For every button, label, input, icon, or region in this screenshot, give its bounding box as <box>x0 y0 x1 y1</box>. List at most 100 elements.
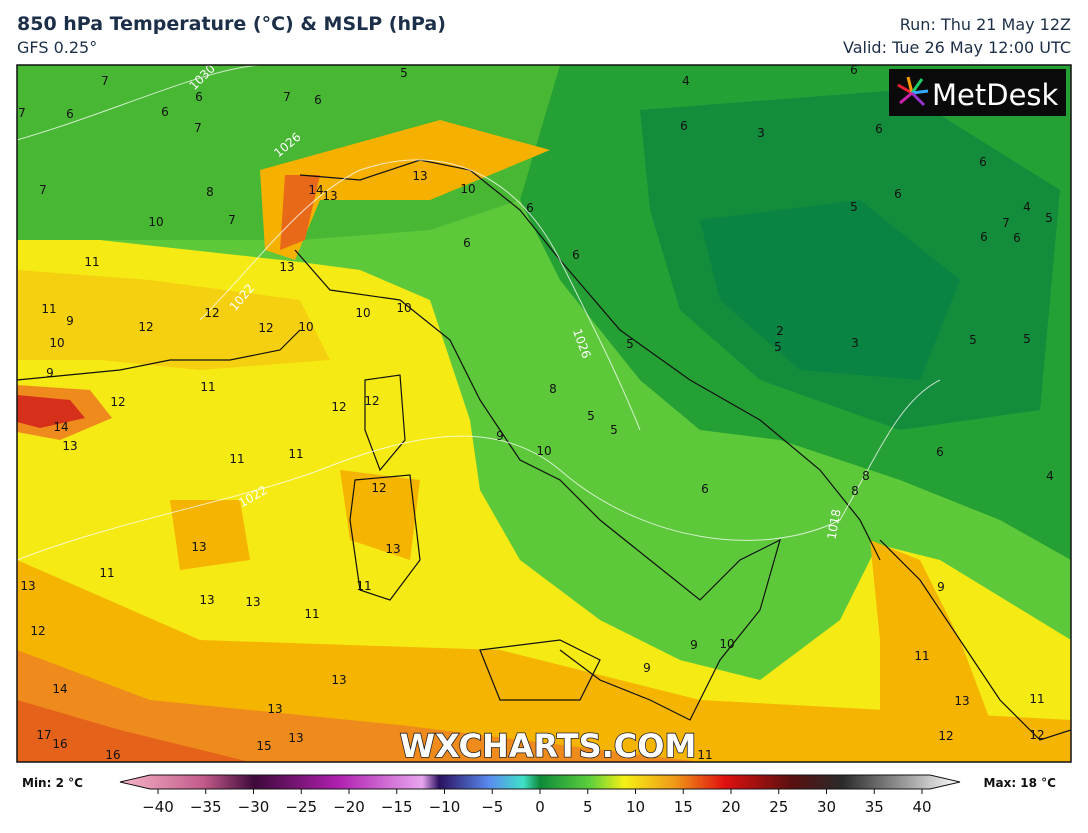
temperature-label: 6 <box>980 230 988 244</box>
temperature-label: 12 <box>30 624 45 638</box>
colorbar-tick-label: 40 <box>912 798 931 816</box>
colorbar-tick-label: −15 <box>381 798 413 816</box>
temperature-label: 11 <box>304 607 319 621</box>
temperature-label: 12 <box>331 400 346 414</box>
temperature-label: 12 <box>258 321 273 335</box>
colorbar-tick-label: −10 <box>429 798 461 816</box>
temperature-label: 5 <box>969 333 977 347</box>
temperature-label: 5 <box>610 423 618 437</box>
temperature-label: 9 <box>690 638 698 652</box>
temperature-label: 8 <box>206 185 214 199</box>
coastlines <box>17 159 1071 741</box>
temperature-label: 11 <box>229 452 244 466</box>
logo-icon <box>897 76 929 107</box>
temperature-label: 11 <box>288 447 303 461</box>
colorbar-tick-label: 25 <box>769 798 788 816</box>
temperature-label: 2 <box>776 324 784 338</box>
temperature-label: 13 <box>322 189 337 203</box>
temperature-label: 11 <box>99 566 114 580</box>
temperature-label: 6 <box>875 122 883 136</box>
temperature-label: 16 <box>52 737 67 751</box>
model-name: GFS 0.25° <box>17 38 98 57</box>
temperature-label: 9 <box>496 429 504 443</box>
temperature-label: 7 <box>39 183 47 197</box>
colorbar-tick-label: 15 <box>674 798 693 816</box>
temperature-label: 11 <box>1029 692 1044 706</box>
temperature-label: 10 <box>719 637 734 651</box>
temperature-label: 4 <box>1046 469 1054 483</box>
colorbar-tick-label: −5 <box>481 798 503 816</box>
temperature-label: 13 <box>385 542 400 556</box>
colorbar-tick-label: −30 <box>238 798 270 816</box>
temperature-label: 13 <box>954 694 969 708</box>
temperature-label: 8 <box>851 484 859 498</box>
temperature-label: 6 <box>463 236 471 250</box>
temperature-label: 8 <box>549 382 557 396</box>
temperature-label: 13 <box>267 702 282 716</box>
map-frame <box>16 64 1072 763</box>
temperature-label: 6 <box>850 63 858 77</box>
temperature-label: 11 <box>84 255 99 269</box>
temperature-label: 10 <box>536 444 551 458</box>
temperature-label: 14 <box>52 682 67 696</box>
temperature-label: 10 <box>396 301 411 315</box>
temperature-label: 12 <box>938 729 953 743</box>
temperature-label: 7 <box>194 121 202 135</box>
temperature-label: 7 <box>283 90 291 104</box>
temperature-label: 10 <box>355 306 370 320</box>
temperature-label: 11 <box>697 748 712 762</box>
temperature-label: 5 <box>587 409 595 423</box>
temperature-label: 12 <box>364 394 379 408</box>
temperature-label: 17 <box>36 728 51 742</box>
temperature-label: 4 <box>1023 200 1031 214</box>
temperature-label: 5 <box>850 200 858 214</box>
temperature-label: 6 <box>526 201 534 215</box>
valid-time: Valid: Tue 26 May 12:00 UTC <box>843 38 1071 57</box>
temperature-label: 14 <box>53 420 68 434</box>
temperature-label: 11 <box>914 649 929 663</box>
temperature-label: 13 <box>412 169 427 183</box>
temperature-label: 6 <box>894 187 902 201</box>
temperature-label: 9 <box>937 580 945 594</box>
temperature-label: 6 <box>66 107 74 121</box>
colorbar-tick-label: 35 <box>865 798 884 816</box>
temperature-label: 8 <box>862 469 870 483</box>
colorbar-tick-label: 10 <box>626 798 645 816</box>
temperature-label: 10 <box>49 336 64 350</box>
temperature-label: 9 <box>643 661 651 675</box>
temperature-label: 7 <box>1002 216 1010 230</box>
temperature-label: 6 <box>1013 231 1021 245</box>
temperature-label: 13 <box>245 595 260 609</box>
temperature-label: 12 <box>204 306 219 320</box>
temperature-label: 9 <box>46 366 54 380</box>
chart-title: 850 hPa Temperature (°C) & MSLP (hPa) <box>17 13 446 35</box>
colorbar-tick-label: −35 <box>190 798 222 816</box>
pressure-label: 1018 <box>825 508 844 541</box>
temperature-label: 11 <box>200 380 215 394</box>
temperature-label: 10 <box>298 320 313 334</box>
isobars <box>17 65 941 561</box>
temperature-label: 13 <box>62 439 77 453</box>
temperature-label: 13 <box>20 579 35 593</box>
temperature-label: 3 <box>757 126 765 140</box>
temperature-label: 16 <box>105 748 120 762</box>
temperature-label: 13 <box>199 593 214 607</box>
temperature-label: 5 <box>626 337 634 351</box>
temperature-label: 5 <box>774 340 782 354</box>
colorbar <box>119 774 961 790</box>
temperature-label: 14 <box>308 183 323 197</box>
temperature-label: 6 <box>161 105 169 119</box>
temperature-label: 13 <box>331 673 346 687</box>
temperature-label: 7 <box>18 106 26 120</box>
temperature-label: 6 <box>314 93 322 107</box>
colorbar-tick-label: 30 <box>817 798 836 816</box>
temperature-label: 6 <box>979 155 987 169</box>
colorbar-tick-label: −40 <box>142 798 174 816</box>
temperature-label: 12 <box>138 320 153 334</box>
temperature-label: 10 <box>148 215 163 229</box>
temperature-label: 4 <box>682 74 690 88</box>
temperature-label: 7 <box>101 74 109 88</box>
logo-text: MetDesk <box>932 78 1059 112</box>
temperature-label: 11 <box>356 579 371 593</box>
